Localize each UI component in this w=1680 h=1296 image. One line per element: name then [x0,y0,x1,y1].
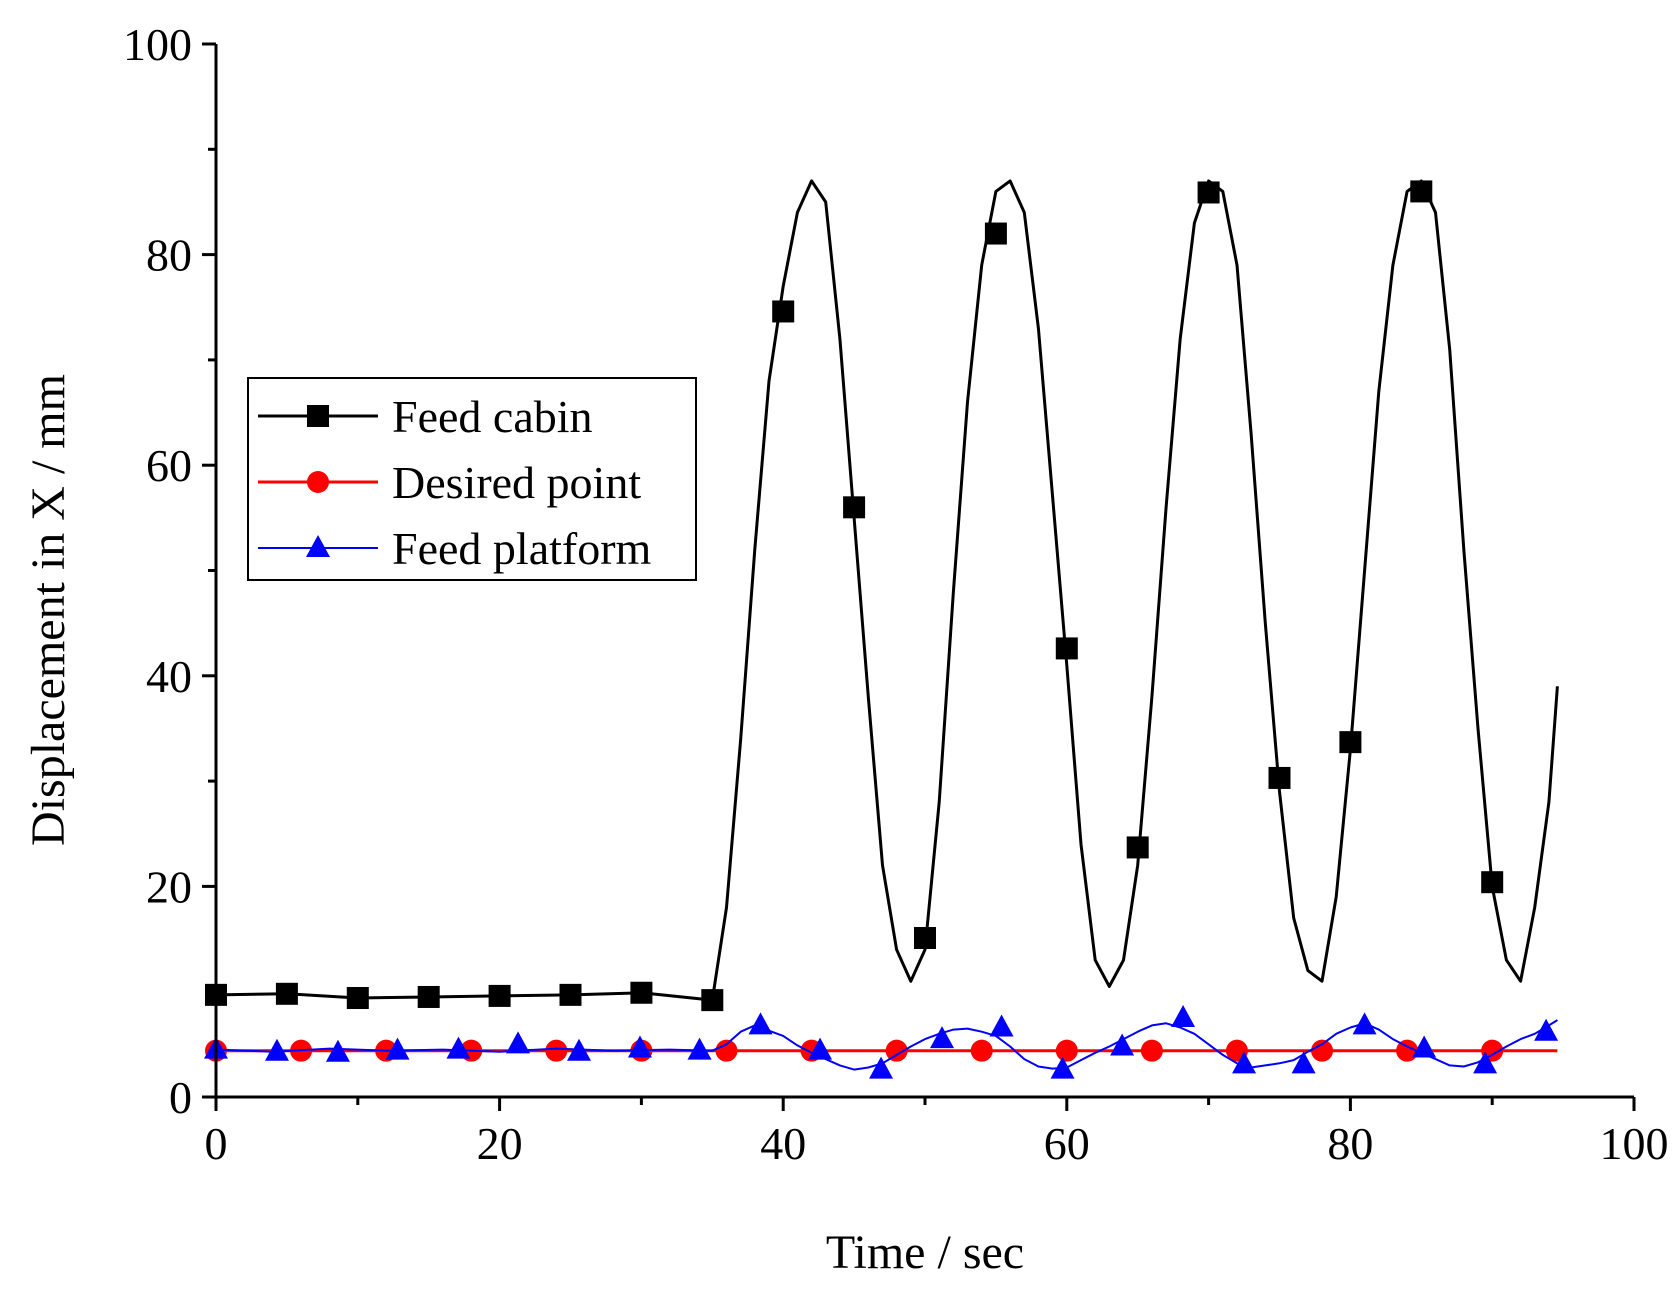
series-marker-feed-cabin [1268,766,1291,789]
series-marker-feed-platform [627,1035,652,1058]
series-marker-desired-point [715,1039,738,1062]
series-marker-feed-cabin [1481,871,1504,894]
series-marker-feed-cabin [1339,731,1362,754]
series-marker-desired-point [545,1039,568,1062]
series-marker-feed-cabin [1410,180,1433,203]
series-marker-feed-cabin [275,982,298,1005]
series-marker-feed-cabin [559,983,582,1006]
series-marker-desired-point [1396,1039,1419,1062]
series-marker-feed-cabin [1197,181,1220,204]
series-marker-desired-point [1055,1039,1078,1062]
series-marker-feed-cabin [984,222,1007,245]
series-marker-feed-cabin [488,984,511,1007]
x-tick-label: 20 [477,1118,523,1169]
series-marker-feed-platform [687,1037,712,1060]
series-marker-feed-cabin [630,981,653,1004]
series-marker-feed-platform [1412,1035,1437,1058]
series-marker-feed-platform [930,1026,955,1049]
y-tick-label: 0 [169,1072,192,1123]
series-marker-feed-platform [1291,1051,1316,1074]
series-marker-feed-cabin [701,989,724,1012]
series-marker-feed-platform [1110,1033,1135,1056]
series-marker-feed-cabin [914,926,936,949]
series-marker-feed-platform [869,1056,894,1079]
series-marker-feed-platform [506,1031,531,1054]
series-line-feed-cabin [215,179,1559,1002]
legend-label: Desired point [392,457,641,508]
legend-label: Feed platform [392,523,652,574]
y-axis-title: Displacement in X / mm [22,374,75,846]
series-marker-feed-platform [1232,1051,1257,1074]
plot-area [204,179,1559,1079]
y-tick-label: 80 [146,230,192,281]
legend: Feed cabin Desired point Feed platform [247,377,697,581]
series-marker-feed-platform [808,1037,833,1060]
y-tick-label: 40 [146,651,192,702]
series-marker-desired-point [1140,1039,1163,1062]
y-tick-label: 100 [123,19,192,70]
series-marker-feed-cabin [1126,836,1149,859]
legend-marker [307,405,329,427]
series-marker-feed-platform [446,1036,471,1059]
series-marker-feed-cabin [843,496,866,519]
series-marker-desired-point [970,1039,993,1062]
x-axis-title: Time / sec [826,1226,1024,1279]
legend-marker [306,535,330,557]
series-marker-feed-cabin [346,987,369,1010]
series-marker-feed-platform [567,1038,592,1061]
series-marker-feed-cabin [772,300,795,323]
y-tick-label: 60 [146,440,192,491]
series-marker-feed-platform [1534,1018,1559,1041]
axes: 0 20 40 60 80 100 0 20 40 60 80 100 [123,19,1669,1169]
series-marker-feed-platform [748,1012,773,1035]
x-tick-label: 60 [1044,1118,1090,1169]
legend-marker [307,471,329,493]
x-tick-label: 100 [1600,1118,1669,1169]
series-line-feed-platform [215,1019,1558,1071]
series-marker-desired-point [1311,1039,1334,1062]
series-marker-feed-cabin [417,985,440,1008]
series-marker-feed-platform [264,1038,289,1061]
series-marker-feed-platform [1171,1005,1196,1028]
series-marker-feed-platform [989,1014,1014,1037]
series-marker-feed-platform [1050,1056,1075,1079]
y-tick-label: 20 [146,861,192,912]
series-marker-feed-platform [325,1039,350,1062]
series-marker-feed-platform [385,1037,410,1060]
series-marker-desired-point [885,1039,908,1062]
x-tick-label: 0 [205,1118,228,1169]
x-tick-label: 40 [760,1118,806,1169]
x-tick-label: 80 [1327,1118,1373,1169]
series-marker-feed-cabin [1055,637,1078,660]
legend-label: Feed cabin [392,391,593,442]
series-marker-feed-platform [1352,1012,1377,1035]
series-marker-feed-platform [1473,1051,1498,1074]
